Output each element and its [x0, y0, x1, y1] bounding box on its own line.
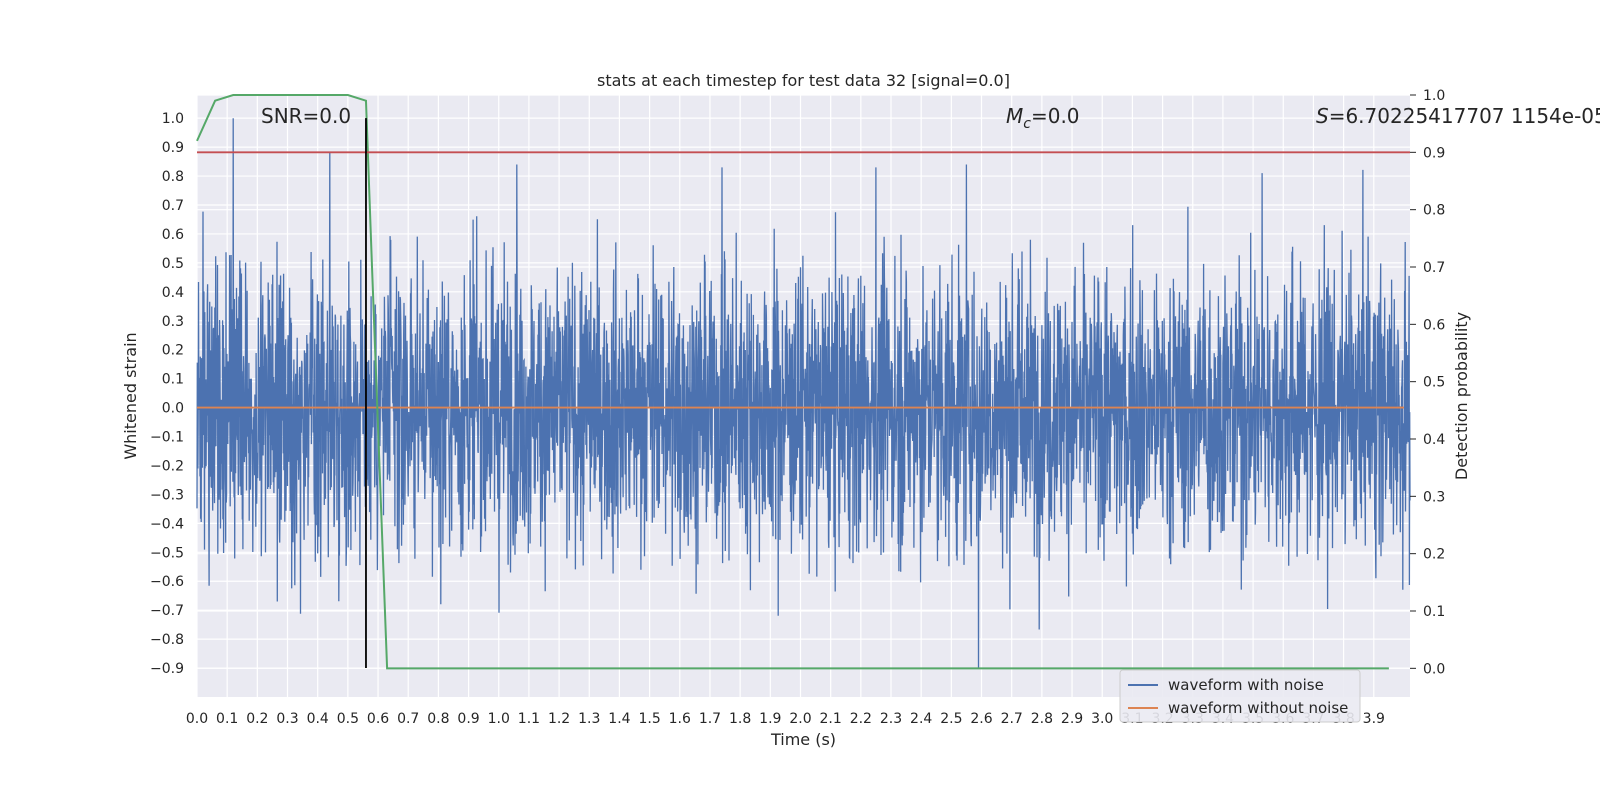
x-tick-label: 2.3	[880, 711, 902, 727]
x-tick-label: 1.8	[729, 711, 751, 727]
x-tick-label: 2.4	[910, 711, 932, 727]
y-tick-label: 0.2	[162, 343, 184, 359]
x-tick-label: 0.0	[186, 711, 208, 727]
y2-tick-label: 1.0	[1423, 88, 1445, 104]
series-waveform-with-noise	[196, 118, 1411, 669]
x-tick-label: 0.2	[246, 711, 268, 727]
series-detection-probability	[196, 94, 1389, 670]
x-tick-label: 0.7	[397, 711, 419, 727]
x-tick-label: 1.2	[548, 711, 570, 727]
x-tick-label: 2.2	[850, 711, 872, 727]
x-tick-label: 0.3	[276, 711, 298, 727]
y-tick-label: 0.6	[162, 227, 184, 243]
x-tick-label: 0.6	[367, 711, 389, 727]
x-tick-label: 2.1	[820, 711, 842, 727]
annotation-mc-value: =0.0	[1031, 104, 1080, 128]
annotation-s-symbol: S	[1316, 104, 1329, 128]
x-tick-label: 0.9	[457, 711, 479, 727]
x-tick-label: 2.8	[1031, 711, 1053, 727]
y2-axis-label: Detection probability	[1452, 312, 1471, 480]
y-tick-label: −0.2	[150, 458, 184, 474]
x-tick-label: 0.5	[337, 711, 359, 727]
x-tick-label: 2.7	[1001, 711, 1023, 727]
y2-tick-label: 0.6	[1423, 317, 1445, 333]
y-tick-label: −0.7	[150, 603, 184, 619]
legend-box	[1119, 669, 1361, 723]
y-tick-label: −0.3	[150, 487, 184, 503]
y-tick-label: 0.9	[162, 140, 184, 156]
y2-tick-label: 0.7	[1423, 260, 1445, 276]
annotation-s: S=6.70225417707 1154e-05	[1316, 104, 1600, 128]
x-tick-label: 2.0	[789, 711, 811, 727]
y-tick-label: 1.0	[162, 111, 184, 127]
y-tick-label: −0.8	[150, 632, 184, 648]
annotation-mc-subscript: c	[1023, 116, 1031, 132]
y2-tick-label: 0.4	[1423, 432, 1445, 448]
x-tick-label: 1.1	[518, 711, 540, 727]
y-tick-label: 0.5	[162, 256, 184, 272]
x-tick-label: 0.8	[427, 711, 449, 727]
y2-tick-label: 0.0	[1423, 661, 1445, 677]
y-tick-label: 0.0	[162, 401, 184, 417]
annotation-mc-symbol: M	[1006, 104, 1023, 128]
x-axis-label: Time (s)	[770, 730, 836, 749]
x-tick-label: 3.9	[1363, 711, 1385, 727]
y-tick-label: 0.7	[162, 198, 184, 214]
y-tick-label: 0.3	[162, 314, 184, 330]
y2-tick-label: 0.5	[1423, 375, 1445, 391]
y-axis-label: Whitened strain	[121, 332, 140, 459]
annotation-mc: Mc=0.0	[1006, 104, 1080, 132]
x-tick-label: 2.6	[970, 711, 992, 727]
y2-tick-label: 0.9	[1423, 145, 1445, 161]
x-tick-label: 2.5	[940, 711, 962, 727]
legend-label-noise: waveform with noise	[1168, 676, 1324, 694]
y2-tick-label: 0.8	[1423, 203, 1445, 219]
series-layer	[196, 94, 1411, 670]
x-tick-label: 1.6	[669, 711, 691, 727]
y2-tick-label: 0.3	[1423, 489, 1445, 505]
y-tick-label: −0.1	[150, 430, 184, 446]
annotation-s-value: =6.70225417707 1154e-05	[1329, 104, 1600, 128]
x-tick-label: 0.4	[307, 711, 329, 727]
legend-label-clean: waveform without noise	[1168, 699, 1348, 717]
x-tick-label: 1.7	[699, 711, 721, 727]
x-tick-label: 1.9	[759, 711, 781, 727]
y-tick-label: −0.5	[150, 545, 184, 561]
y-tick-label: 0.4	[162, 285, 184, 301]
y2-tick-label: 0.1	[1423, 604, 1445, 620]
x-tick-label: 1.0	[488, 711, 510, 727]
y-tick-label: 0.1	[162, 372, 184, 388]
x-tick-label: 1.3	[578, 711, 600, 727]
x-tick-label: 1.5	[638, 711, 660, 727]
y-tick-label: −0.6	[150, 574, 184, 590]
annotation-snr: SNR=0.0	[261, 104, 351, 128]
y-tick-label: 0.8	[162, 169, 184, 185]
x-tick-label: 2.9	[1061, 711, 1083, 727]
legend: waveform with noise waveform without noi…	[1119, 669, 1361, 723]
chart-title: stats at each timestep for test data 32 …	[597, 71, 1010, 90]
x-tick-label: 0.1	[216, 711, 238, 727]
y2-tick-label: 0.2	[1423, 547, 1445, 563]
y-tick-label: −0.9	[150, 661, 184, 677]
y-tick-label: −0.4	[150, 516, 184, 532]
x-tick-label: 3.0	[1091, 711, 1113, 727]
x-tick-label: 1.4	[608, 711, 630, 727]
